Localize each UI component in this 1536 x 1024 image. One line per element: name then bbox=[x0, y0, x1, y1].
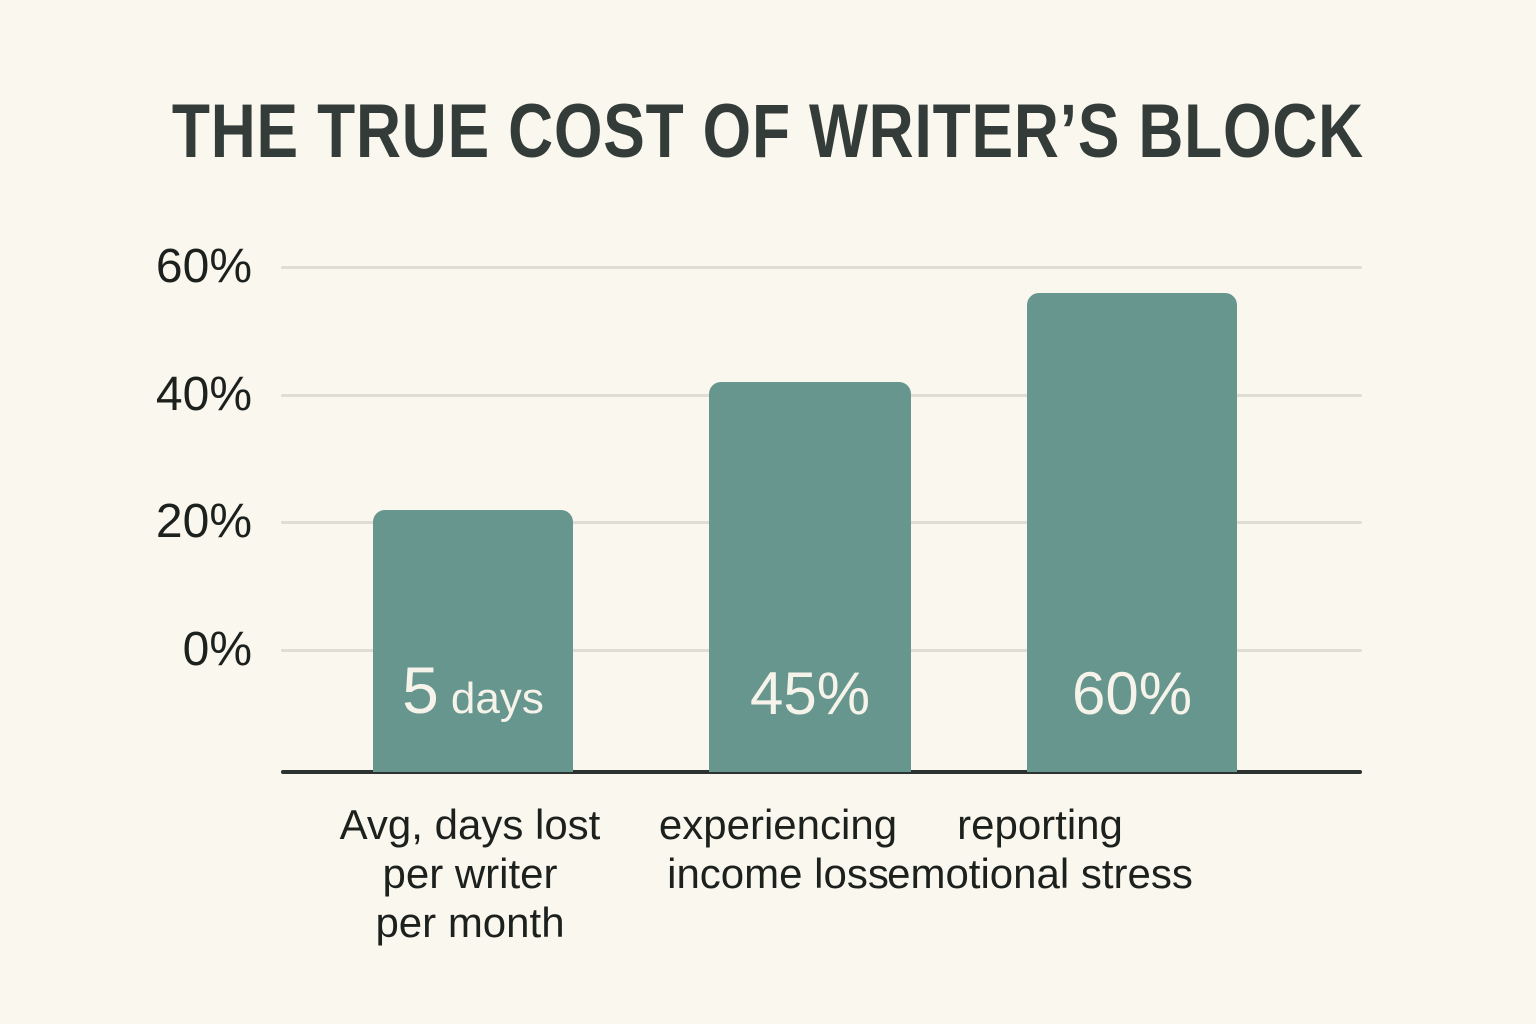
bar-value-label: 45% bbox=[709, 659, 911, 728]
bar-value-number: 60% bbox=[1071, 660, 1193, 727]
chart-title-row: THE TRUE COST OF WRITER’S BLOCK bbox=[0, 88, 1536, 175]
gridline-60pct bbox=[281, 266, 1362, 269]
category-label-line: experiencing bbox=[658, 801, 898, 848]
category-label-line: income loss bbox=[667, 850, 889, 897]
category-label-line: per month bbox=[375, 899, 565, 946]
y-tick-label-40: 40% bbox=[155, 368, 252, 421]
category-label-avg-days-lost: Avg, days lost per writer per month bbox=[340, 800, 601, 947]
bar-value-label: 60% bbox=[1027, 659, 1237, 728]
category-label-line: Avg, days lost bbox=[339, 801, 601, 848]
category-label-line: emotional stress bbox=[887, 850, 1193, 897]
x-axis-line bbox=[281, 770, 1362, 774]
bar-income-loss: 45% bbox=[709, 382, 911, 772]
bar-value-label: 5 days bbox=[373, 652, 573, 728]
y-tick-label-20: 20% bbox=[155, 495, 252, 548]
category-label-income-loss: experiencing income loss bbox=[659, 800, 897, 898]
category-label-line: reporting bbox=[957, 801, 1123, 848]
bar-value-number: 45% bbox=[749, 660, 871, 727]
category-label-line: per writer bbox=[382, 850, 558, 897]
bar-value-number: 5 bbox=[402, 653, 439, 727]
category-label-emotional-stress: reporting emotional stress bbox=[887, 800, 1193, 898]
chart-title: THE TRUE COST OF WRITER’S BLOCK bbox=[171, 89, 1365, 174]
bar-value-unit: days bbox=[450, 674, 544, 723]
y-tick-label-0: 0% bbox=[182, 623, 252, 676]
bar-emotional-stress: 60% bbox=[1027, 293, 1237, 772]
bar-avg-days-lost: 5 days bbox=[373, 510, 573, 772]
y-tick-label-60: 60% bbox=[155, 240, 252, 293]
